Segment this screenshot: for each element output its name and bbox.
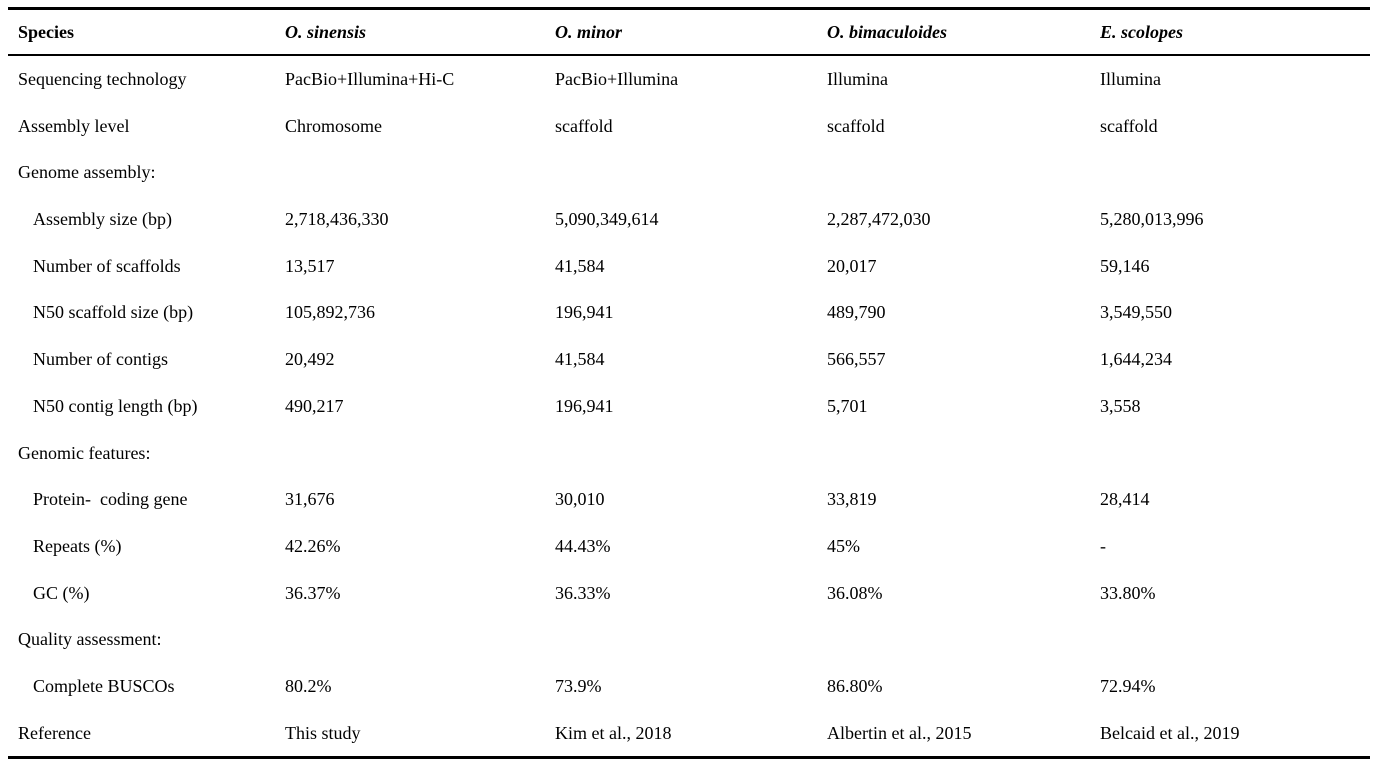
row-label: Protein- coding gene (33, 489, 188, 510)
cell-o-sinensis-reference: This study (285, 722, 361, 743)
table-row: N50 contig length (bp) 490,217 196,941 5,7… (8, 383, 1370, 430)
cell-o-minor-protein-coding-gene: 30,010 (555, 489, 605, 510)
cell-o-sinensis-complete-buscos: 80.2% (285, 675, 332, 696)
cell-e-scolopes-assembly-size-bp: 5,280,013,996 (1100, 209, 1204, 230)
cell-e-scolopes-sequencing-technology: Illumina (1100, 69, 1161, 89)
cell-o-sinensis-assembly-level: Chromosome (285, 115, 382, 136)
cell-o-minor-sequencing-technology: PacBio+Illumina (555, 69, 679, 89)
cell-o-bimaculoides-sequencing-technology: Illumina (827, 69, 888, 89)
cell-e-scolopes-reference: Belcaid et al., 2019 (1100, 722, 1240, 743)
table-section-row: Quality assessment: (8, 616, 1370, 663)
cell-o-bimaculoides-assembly-size-bp: 2,287,472,030 (827, 209, 931, 230)
table-section-row: Genomic features: (8, 430, 1370, 477)
row-label: Sequencing technology (18, 69, 187, 89)
cell-e-scolopes-n50-scaffold-size-bp: 3,549,550 (1100, 302, 1172, 323)
row-label: GC (%) (33, 582, 90, 603)
cell-e-scolopes-number-of-scaffolds: 59,146 (1100, 255, 1150, 276)
table-row: Number of contigs 20,492 41,584 566,557 1,6… (8, 336, 1370, 383)
row-label: Reference (18, 722, 91, 743)
table-row: Number of scaffolds 13,517 41,584 20,017 59… (8, 243, 1370, 290)
cell-e-scolopes-gc: 33.80% (1100, 582, 1156, 603)
cell-o-bimaculoides-gc: 36.08% (827, 582, 883, 603)
cell-e-scolopes-n50-contig-length-bp: 3,558 (1100, 395, 1141, 416)
table-header-rule (8, 54, 1370, 56)
cell-o-minor-complete-buscos: 73.9% (555, 675, 602, 696)
cell-o-minor-reference: Kim et al., 2018 (555, 722, 672, 743)
cell-o-bimaculoides-complete-buscos: 86.80% (827, 675, 883, 696)
cell-o-sinensis-number-of-contigs: 20,492 (285, 349, 335, 370)
cell-e-scolopes-number-of-contigs: 1,644,234 (1100, 349, 1172, 370)
table-body: Sequencing technology PacBio+Illumina+Hi… (8, 56, 1370, 756)
cell-o-minor-number-of-scaffolds: 41,584 (555, 255, 605, 276)
cell-o-sinensis-assembly-size-bp: 2,718,436,330 (285, 209, 389, 230)
cell-o-sinensis-n50-contig-length-bp: 490,217 (285, 395, 344, 416)
cell-o-sinensis-repeats: 42.26% (285, 535, 341, 556)
table-row: Complete BUSCOs 80.2% 73.9% 86.80% 72.94% (8, 663, 1370, 710)
cell-o-sinensis-number-of-scaffolds: 13,517 (285, 255, 335, 276)
cell-o-bimaculoides-repeats: 45% (827, 535, 860, 556)
row-label: Assembly size (bp) (33, 209, 172, 230)
species-comparison-table: Species O. sinensis O. minor O. bimaculo… (8, 7, 1370, 760)
cell-o-minor-assembly-size-bp: 5,090,349,614 (555, 209, 659, 230)
table-row: Sequencing technology PacBio+Illumina+Hi… (8, 56, 1370, 103)
cell-e-scolopes-repeats: - (1100, 535, 1106, 556)
row-label: Genomic features: (18, 442, 151, 463)
row-label: N50 scaffold size (bp) (33, 302, 194, 323)
cell-o-sinensis-protein-coding-gene: 31,676 (285, 489, 335, 510)
table-bottom-rule (8, 756, 1370, 760)
table-header-row: Species O. sinensis O. minor O. bimaculo… (8, 10, 1370, 54)
column-header-o-sinensis: O. sinensis (285, 21, 367, 42)
cell-o-bimaculoides-n50-contig-length-bp: 5,701 (827, 395, 868, 416)
cell-e-scolopes-assembly-level: scaffold (1100, 115, 1158, 136)
row-label: Assembly level (18, 115, 130, 136)
table-row: GC (%) 36.37% 36.33% 36.08% 33.80% (8, 570, 1370, 617)
cell-o-bimaculoides-number-of-scaffolds: 20,017 (827, 255, 877, 276)
table-section-row: Genome assembly: (8, 149, 1370, 196)
cell-o-bimaculoides-assembly-level: scaffold (827, 115, 885, 136)
cell-o-minor-assembly-level: scaffold (555, 115, 613, 136)
table-row: Protein- coding gene 31,676 30,010 33,819 2… (8, 476, 1370, 523)
table-row: Assembly level Chromosome scaffold scaffol… (8, 103, 1370, 150)
cell-o-bimaculoides-protein-coding-gene: 33,819 (827, 489, 877, 510)
cell-o-bimaculoides-reference: Albertin et al., 2015 (827, 722, 972, 743)
table-row: Repeats (%) 42.26% 44.43% 45% - (8, 523, 1370, 570)
cell-e-scolopes-complete-buscos: 72.94% (1100, 675, 1156, 696)
cell-o-sinensis-n50-scaffold-size-bp: 105,892,736 (285, 302, 375, 323)
cell-o-minor-repeats: 44.43% (555, 535, 611, 556)
column-header-o-bimaculoides: O. bimaculoides (827, 21, 947, 42)
cell-o-minor-n50-contig-length-bp: 196,941 (555, 395, 614, 416)
cell-e-scolopes-protein-coding-gene: 28,414 (1100, 489, 1150, 510)
row-label: Quality assessment: (18, 629, 162, 650)
row-label: N50 contig length (bp) (33, 395, 198, 416)
table-row: Assembly size (bp) 2,718,436,330 5,090,34… (8, 196, 1370, 243)
column-header-e-scolopes: E. scolopes (1100, 21, 1183, 42)
cell-o-sinensis-gc: 36.37% (285, 582, 341, 603)
row-label: Complete BUSCOs (33, 675, 175, 696)
column-header-o-minor: O. minor (555, 21, 623, 42)
table-row: N50 scaffold size (bp) 105,892,736 196,94… (8, 289, 1370, 336)
cell-o-bimaculoides-number-of-contigs: 566,557 (827, 349, 886, 370)
row-label: Genome assembly: (18, 162, 156, 183)
row-label: Number of scaffolds (33, 255, 181, 276)
table-row: Reference This study Kim et al., 2018 Albe… (8, 710, 1370, 757)
row-label: Repeats (%) (33, 535, 122, 556)
cell-o-bimaculoides-n50-scaffold-size-bp: 489,790 (827, 302, 886, 323)
row-label: Number of contigs (33, 349, 168, 370)
cell-o-minor-gc: 36.33% (555, 582, 611, 603)
table-top-rule (8, 7, 1370, 10)
cell-o-minor-number-of-contigs: 41,584 (555, 349, 605, 370)
column-header-species: Species (18, 21, 74, 42)
cell-o-sinensis-sequencing-technology: PacBio+Illumina+Hi-C (285, 69, 455, 89)
cell-o-minor-n50-scaffold-size-bp: 196,941 (555, 302, 614, 323)
